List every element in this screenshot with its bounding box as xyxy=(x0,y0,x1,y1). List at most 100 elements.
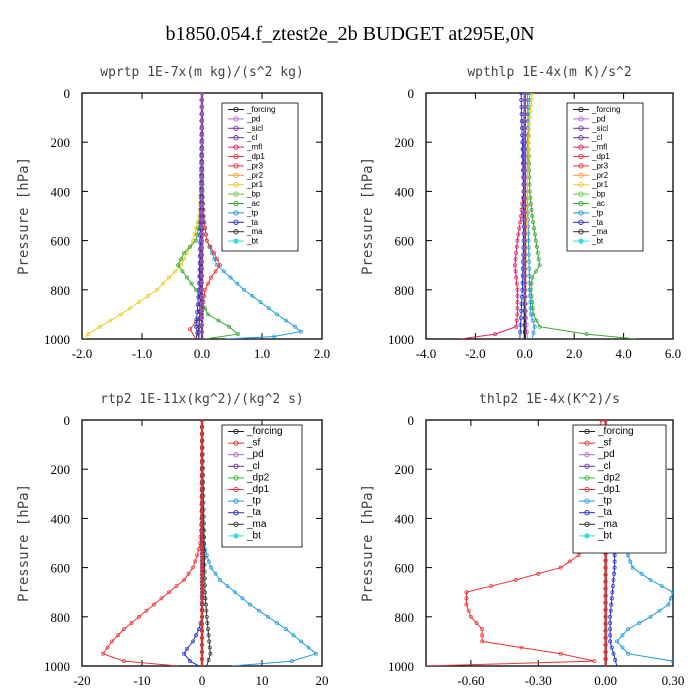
series-marker xyxy=(179,257,183,261)
x-tick-label: -20 xyxy=(73,673,90,688)
legend-entry: _pd xyxy=(591,114,605,123)
legend-swatch-marker xyxy=(578,135,584,141)
y-tick-label: 800 xyxy=(51,610,71,625)
series-marker xyxy=(144,608,149,613)
series-marker xyxy=(648,577,653,582)
series-marker xyxy=(512,263,517,268)
series-marker xyxy=(612,565,617,570)
series-marker xyxy=(516,232,521,237)
legend-swatch-marker xyxy=(233,135,239,141)
series-marker xyxy=(666,602,671,607)
series-marker xyxy=(207,639,212,644)
legend-entry: _tp xyxy=(246,208,259,217)
series-marker xyxy=(189,281,194,286)
series-marker xyxy=(522,112,527,117)
series-marker xyxy=(167,275,171,280)
legend-swatch-marker xyxy=(578,182,584,188)
series-marker xyxy=(522,252,527,257)
series-marker xyxy=(614,639,619,644)
series-marker xyxy=(200,628,204,633)
series-marker xyxy=(576,553,581,558)
series-marker xyxy=(185,646,189,651)
series-marker xyxy=(266,306,271,311)
series-marker xyxy=(200,189,204,194)
series-marker xyxy=(200,330,204,334)
series-marker xyxy=(180,269,185,274)
panel-title: thlp2 1E-4x(K^2)/s xyxy=(479,392,620,407)
series-marker xyxy=(637,621,642,625)
series-marker xyxy=(528,300,533,305)
series-marker xyxy=(200,203,204,208)
legend-swatch-marker xyxy=(578,163,584,169)
series-marker xyxy=(200,516,204,521)
legend-swatch-marker xyxy=(578,210,584,216)
series-marker xyxy=(519,93,524,95)
series-marker xyxy=(524,315,529,320)
series-marker xyxy=(536,571,541,576)
series-marker xyxy=(233,590,237,595)
series-marker xyxy=(159,596,164,601)
legend-entry: _tp xyxy=(591,208,604,217)
series-marker xyxy=(522,98,527,102)
y-tick-label: 1000 xyxy=(388,332,414,347)
x-tick-label: 1.0 xyxy=(254,346,270,361)
series-marker xyxy=(206,559,211,564)
legend-entry: _pr1 xyxy=(591,180,609,189)
series-marker xyxy=(612,559,617,564)
series-marker xyxy=(522,210,527,215)
series-marker xyxy=(200,621,204,626)
series-marker xyxy=(213,571,218,576)
legend-swatch-marker xyxy=(578,172,584,178)
series-marker xyxy=(227,324,231,329)
series-marker xyxy=(608,627,613,632)
panel-title: wpthlp 1E-4x(m K)/s^2 xyxy=(467,65,631,80)
series-marker xyxy=(522,196,527,201)
legend-swatch-marker xyxy=(233,182,239,188)
series-marker xyxy=(480,627,485,632)
series-marker xyxy=(200,294,204,299)
series-line-ma xyxy=(201,420,211,666)
panel-wprtp: wprtp 1E-7x(m kg)/(s^2 kg) Pressure [hPa]… xyxy=(16,65,330,361)
legend-swatch-marker xyxy=(584,510,590,516)
series-marker xyxy=(558,565,563,570)
series-marker xyxy=(533,232,537,237)
series-marker xyxy=(603,565,608,570)
series-marker xyxy=(519,214,524,218)
series-marker xyxy=(527,115,532,120)
series-marker xyxy=(537,324,542,329)
series-marker xyxy=(86,332,90,337)
legend-entry: _ma xyxy=(246,519,267,530)
series-marker xyxy=(137,300,141,305)
series-marker xyxy=(129,621,134,625)
y-tick-label: 0 xyxy=(64,86,71,101)
series-marker xyxy=(523,294,528,299)
series-marker xyxy=(515,300,520,305)
legend-swatch-marker xyxy=(578,153,584,160)
series-line-ta xyxy=(183,420,203,666)
series-marker xyxy=(200,301,204,306)
series-marker xyxy=(204,608,209,613)
series-marker xyxy=(194,324,198,329)
series-marker xyxy=(528,306,533,311)
series-marker xyxy=(527,93,532,95)
series-marker xyxy=(194,633,198,638)
series-marker xyxy=(209,565,213,570)
series-marker xyxy=(527,189,532,194)
x-tick-label: 0.00 xyxy=(594,673,617,688)
series-marker xyxy=(522,154,527,159)
series-marker xyxy=(200,126,204,131)
series-marker xyxy=(532,226,537,231)
x-tick-label: 2.0 xyxy=(566,346,582,361)
series-marker xyxy=(522,217,527,222)
panel-title: wprtp 1E-7x(m kg)/(s^2 kg) xyxy=(100,65,304,80)
series-marker xyxy=(200,273,204,278)
series-marker xyxy=(137,614,141,619)
series-marker xyxy=(609,596,614,601)
legend-entry: _dp1 xyxy=(591,152,610,161)
y-tick-label: 200 xyxy=(395,462,415,477)
legend-entry: _forcing xyxy=(591,105,620,114)
series-marker xyxy=(200,432,204,437)
series-marker xyxy=(522,273,527,278)
series-marker xyxy=(173,269,177,274)
series-marker xyxy=(200,453,204,458)
